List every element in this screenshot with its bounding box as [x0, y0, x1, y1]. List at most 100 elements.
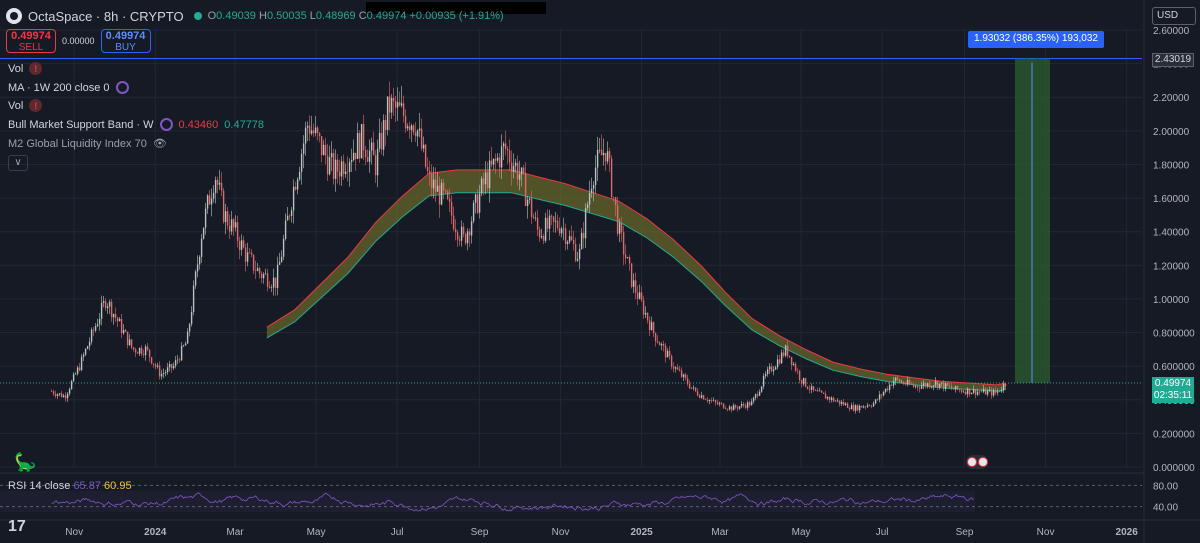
measure-label: 1.93032 (386.35%) 193,032 — [968, 31, 1104, 48]
candle-body — [862, 406, 865, 408]
candle-body — [78, 367, 81, 371]
candle-body — [410, 125, 413, 131]
candle-body — [734, 405, 737, 408]
candle-body — [880, 394, 883, 396]
symbol-title[interactable]: OctaSpace · 8h · CRYPTO — [28, 8, 184, 24]
indicator-settings-icon[interactable] — [115, 81, 129, 94]
legend-vol-1[interactable]: Vol ! — [8, 62, 43, 75]
candle-body — [884, 388, 887, 393]
candle-body — [546, 217, 549, 229]
candle-body — [224, 211, 227, 223]
candle-body — [194, 271, 197, 286]
legend-m2[interactable]: M2 Global Liquidity Index 70 👁 — [8, 137, 167, 151]
events-icon[interactable] — [966, 455, 988, 469]
legend-ma[interactable]: MA · 1W 200 close 0 — [8, 81, 129, 94]
candle-body — [114, 314, 117, 318]
candle-body — [578, 249, 581, 260]
candle-body — [766, 369, 769, 375]
candle-body — [404, 115, 407, 129]
candle-body — [168, 364, 171, 368]
candle-body — [882, 392, 885, 396]
candle-body — [722, 403, 725, 409]
candle-body — [160, 373, 163, 377]
candle-body — [614, 197, 617, 206]
candle-body — [490, 160, 493, 165]
candle-body — [564, 228, 567, 244]
candle-body — [374, 155, 377, 176]
candle-body — [696, 391, 699, 396]
candle-body — [326, 155, 329, 175]
candle-body — [354, 152, 357, 159]
candle-body — [552, 216, 555, 222]
candle-body — [868, 405, 871, 407]
sell-button[interactable]: 0.49974 SELL — [6, 29, 56, 53]
candle-body — [162, 373, 165, 374]
candle-body — [890, 384, 893, 386]
candle-body — [314, 127, 317, 134]
candle-body — [996, 391, 999, 393]
candle-body — [778, 359, 781, 364]
candle-body — [704, 399, 707, 400]
candle-body — [600, 149, 603, 156]
candle-body — [1004, 383, 1007, 387]
candle-body — [776, 359, 779, 368]
hidden-eye-icon[interactable]: 👁 — [152, 138, 167, 150]
candle-body — [674, 367, 677, 369]
candle-body — [426, 166, 429, 172]
candle-body — [500, 146, 503, 168]
candle-body — [222, 190, 225, 223]
candle-body — [852, 404, 855, 411]
candle-body — [452, 215, 455, 230]
candle-body — [598, 149, 601, 151]
candle-body — [360, 124, 363, 159]
error-icon[interactable]: ! — [29, 99, 43, 112]
x-tick-label: Nov — [1037, 527, 1055, 538]
candle-body — [110, 301, 113, 318]
indicator-settings-icon[interactable] — [159, 118, 173, 131]
candle-body — [594, 167, 597, 185]
candle-body — [446, 191, 449, 199]
candle-body — [252, 254, 255, 271]
candle-body — [626, 257, 629, 259]
candle-body — [768, 366, 771, 370]
candle-body — [438, 185, 441, 205]
candle-body — [52, 391, 55, 395]
rsi-legend[interactable]: RSI 14 close 65.87 60.95 — [8, 480, 132, 492]
y-tick-label: 2.60000 — [1153, 26, 1190, 37]
candle-body — [742, 404, 745, 406]
candle-body — [398, 102, 401, 106]
candle-body — [430, 173, 433, 189]
candle-body — [928, 383, 931, 388]
candle-body — [342, 161, 345, 175]
candle-body — [492, 158, 495, 165]
candle-body — [956, 385, 959, 390]
rsi-band — [0, 490, 975, 512]
legend-vol-2[interactable]: Vol ! — [8, 99, 43, 112]
collapse-legend-button[interactable]: ∨ — [8, 155, 28, 171]
error-icon[interactable]: ! — [29, 62, 43, 75]
price-tag-top: 2.43019 — [1152, 53, 1194, 67]
candle-body — [258, 268, 261, 274]
candle-body — [108, 301, 111, 307]
candle-body — [580, 232, 583, 250]
candle-body — [562, 228, 565, 230]
candle-body — [678, 369, 681, 371]
candle-body — [610, 158, 613, 197]
candle-body — [88, 341, 91, 347]
legend-bmsb[interactable]: Bull Market Support Band · W 0.43460 0.4… — [8, 118, 265, 131]
candle-body — [318, 133, 321, 137]
candle-body — [746, 402, 749, 408]
buy-button[interactable]: 0.49974 BUY — [100, 29, 151, 53]
candle-body — [912, 384, 915, 387]
candle-body — [942, 382, 945, 389]
candle-body — [68, 389, 71, 394]
x-tick-label: Sep — [956, 527, 974, 538]
currency-select[interactable]: USD — [1152, 7, 1196, 25]
candle-body — [338, 171, 341, 177]
candle-body — [62, 395, 65, 398]
candle-body — [472, 202, 475, 222]
candle-body — [218, 182, 221, 185]
candle-body — [814, 390, 817, 391]
dino-icon[interactable]: 🦕 — [14, 452, 37, 472]
